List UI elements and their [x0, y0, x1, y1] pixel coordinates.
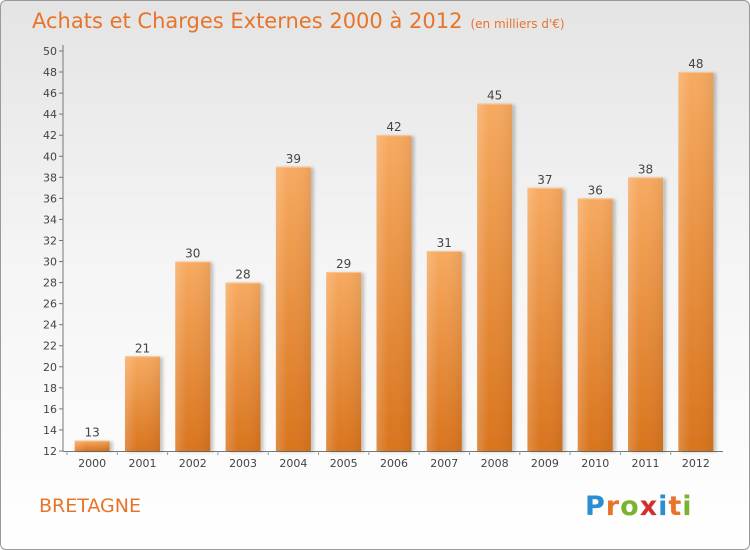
- data-label: 37: [537, 173, 552, 187]
- y-tick-label: 16: [43, 403, 57, 416]
- y-tick-label: 30: [43, 256, 57, 269]
- data-label: 39: [286, 152, 301, 166]
- bar-highlight: [628, 177, 664, 451]
- data-label: 13: [85, 425, 100, 439]
- x-tick-label: 2011: [632, 457, 660, 470]
- proxiti-logo: Proxiti: [585, 491, 693, 522]
- y-tick-label: 18: [43, 382, 57, 395]
- x-tick-label: 2003: [229, 457, 257, 470]
- data-label: 30: [185, 247, 200, 261]
- logo-letter: i: [682, 491, 693, 522]
- title-text: Achats et Charges Externes 2000 à 2012: [32, 9, 463, 33]
- x-tick-label: 2012: [682, 457, 710, 470]
- y-tick-label: 44: [43, 108, 57, 121]
- logo-letter: o: [620, 491, 640, 522]
- y-tick-label: 48: [43, 66, 57, 79]
- x-tick-label: 2001: [128, 457, 156, 470]
- bar-highlight: [326, 272, 362, 451]
- y-tick-label: 22: [43, 340, 57, 353]
- bar-highlight: [376, 135, 412, 452]
- x-tick-label: 2009: [531, 457, 559, 470]
- y-tick-label: 50: [43, 45, 57, 58]
- data-label: 28: [235, 268, 250, 282]
- y-tick-label: 40: [43, 150, 57, 163]
- y-tick-label: 26: [43, 298, 57, 311]
- bar-highlight: [124, 356, 160, 451]
- bar-highlight: [678, 72, 714, 451]
- x-tick-label: 2010: [581, 457, 609, 470]
- y-tick-label: 24: [43, 319, 57, 332]
- data-label: 21: [135, 341, 150, 355]
- data-label: 48: [688, 57, 703, 71]
- data-label: 36: [588, 183, 603, 197]
- bar-highlight: [275, 166, 311, 451]
- data-label: 38: [638, 162, 653, 176]
- y-tick-label: 34: [43, 213, 57, 226]
- region-label: BRETAGNE: [39, 495, 141, 517]
- chart-title: Achats et Charges Externes 2000 à 2012 (e…: [32, 9, 565, 33]
- logo-letter: i: [658, 491, 669, 522]
- logo-letter: r: [605, 491, 621, 522]
- y-tick-label: 14: [43, 424, 57, 437]
- bar-highlight: [175, 261, 211, 451]
- x-tick-label: 2004: [279, 457, 307, 470]
- logo-letter: P: [585, 491, 606, 522]
- bar-highlight: [225, 282, 261, 451]
- y-tick-label: 36: [43, 192, 57, 205]
- unit-text: (en milliers d'€): [470, 17, 565, 31]
- y-tick-label: 28: [43, 277, 57, 290]
- bar-highlight: [426, 251, 462, 451]
- bar-highlight: [477, 103, 513, 451]
- bar-highlight: [527, 187, 563, 451]
- logo-letter: x: [639, 491, 659, 522]
- logo-letter: t: [668, 491, 683, 522]
- data-label: 45: [487, 89, 502, 103]
- x-tick-label: 2005: [330, 457, 358, 470]
- data-label: 31: [437, 236, 452, 250]
- x-tick-label: 2006: [380, 457, 408, 470]
- x-tick-label: 2000: [78, 457, 106, 470]
- y-tick-label: 12: [43, 445, 57, 458]
- y-tick-label: 32: [43, 234, 57, 247]
- x-tick-label: 2008: [481, 457, 509, 470]
- y-tick-label: 38: [43, 171, 57, 184]
- data-label: 42: [386, 120, 401, 134]
- y-tick-label: 46: [43, 87, 57, 100]
- y-tick-label: 20: [43, 361, 57, 374]
- bar-highlight: [74, 440, 110, 451]
- bar-highlight: [577, 198, 613, 451]
- y-tick-label: 42: [43, 129, 57, 142]
- data-label: 29: [336, 257, 351, 271]
- x-tick-label: 2007: [430, 457, 458, 470]
- x-tick-label: 2002: [179, 457, 207, 470]
